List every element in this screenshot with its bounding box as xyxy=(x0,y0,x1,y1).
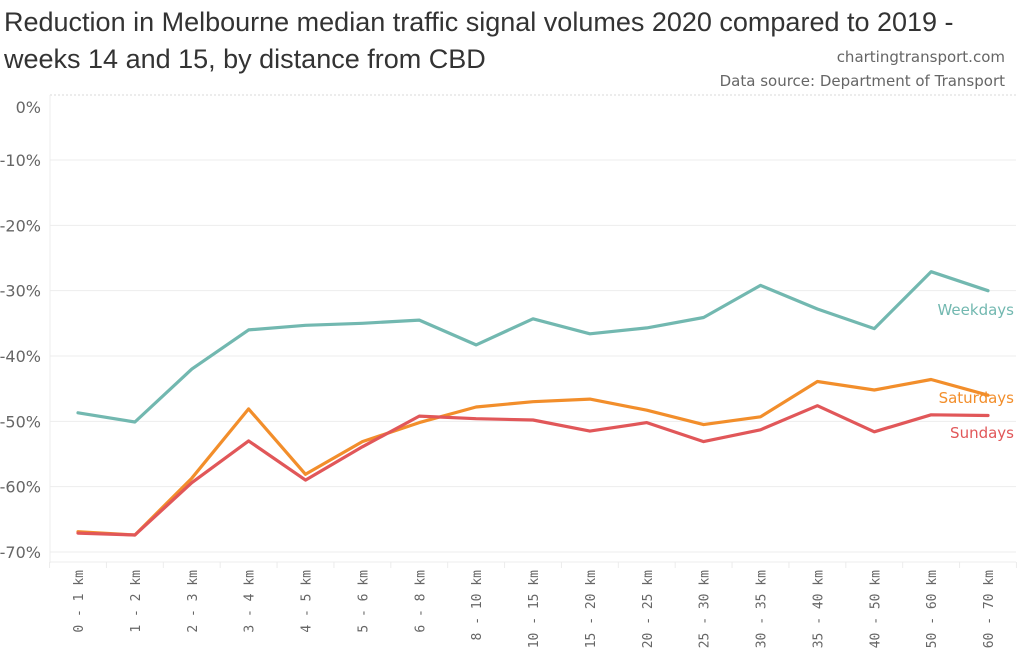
x-tick-label: 0 - 1 km xyxy=(72,570,87,633)
y-tick-label: -50% xyxy=(0,412,41,431)
x-tick-label: 5 - 6 km xyxy=(356,570,371,633)
y-tick-label: -60% xyxy=(0,478,41,497)
x-tick-label: 60 - 70 km xyxy=(982,570,997,648)
x-tick-label: 2 - 3 km xyxy=(186,570,201,633)
series-label-saturdays: Saturdays xyxy=(939,389,1015,407)
chart-title: Reduction in Melbourne median traffic si… xyxy=(4,7,954,74)
x-tick-label: 50 - 60 km xyxy=(925,570,940,648)
x-tick-label: 15 - 20 km xyxy=(584,570,599,648)
x-tick-label: 10 - 15 km xyxy=(527,570,542,648)
y-tick-label: 0% xyxy=(16,98,41,117)
x-tick-label: 25 - 30 km xyxy=(698,570,713,648)
x-tick-label: 35 - 40 km xyxy=(811,570,826,648)
y-tick-label: -20% xyxy=(0,216,41,235)
x-axis: 0 - 1 km 1 - 2 km 2 - 3 km 3 - 4 km 4 - 5 km… xyxy=(49,561,1017,648)
x-tick-label: 6 - 8 km xyxy=(413,570,428,633)
series-line-weekdays xyxy=(76,270,990,424)
x-tick-label: 20 - 25 km xyxy=(641,570,656,648)
series-label-sundays: Sundays xyxy=(950,424,1014,442)
series-line-saturdays xyxy=(76,377,990,537)
x-tick-label: 4 - 5 km xyxy=(300,570,315,633)
y-axis: 0% -10% -20% -30% -40% -50% -60% -70% xyxy=(0,98,41,562)
y-tick-label: -70% xyxy=(0,543,41,562)
series-label-weekdays: Weekdays xyxy=(937,301,1014,319)
x-tick-label: 1 - 2 km xyxy=(129,570,144,633)
data-source-credit: Data source: Department of Transport xyxy=(719,72,1005,90)
y-tick-label: -30% xyxy=(0,282,41,301)
x-tick-label: 40 - 50 km xyxy=(868,570,883,648)
y-tick-label: -40% xyxy=(0,347,41,366)
y-tick-label: -10% xyxy=(0,151,41,170)
series-labels: Weekdays Saturdays Sundays xyxy=(937,301,1014,442)
series-line-sundays xyxy=(76,404,990,537)
series-lines xyxy=(76,270,990,537)
x-tick-label: 3 - 4 km xyxy=(243,570,258,633)
x-tick-label: 8 - 10 km xyxy=(470,570,485,641)
site-credit: chartingtransport.com xyxy=(836,48,1005,66)
x-tick-label: 30 - 35 km xyxy=(755,570,770,648)
